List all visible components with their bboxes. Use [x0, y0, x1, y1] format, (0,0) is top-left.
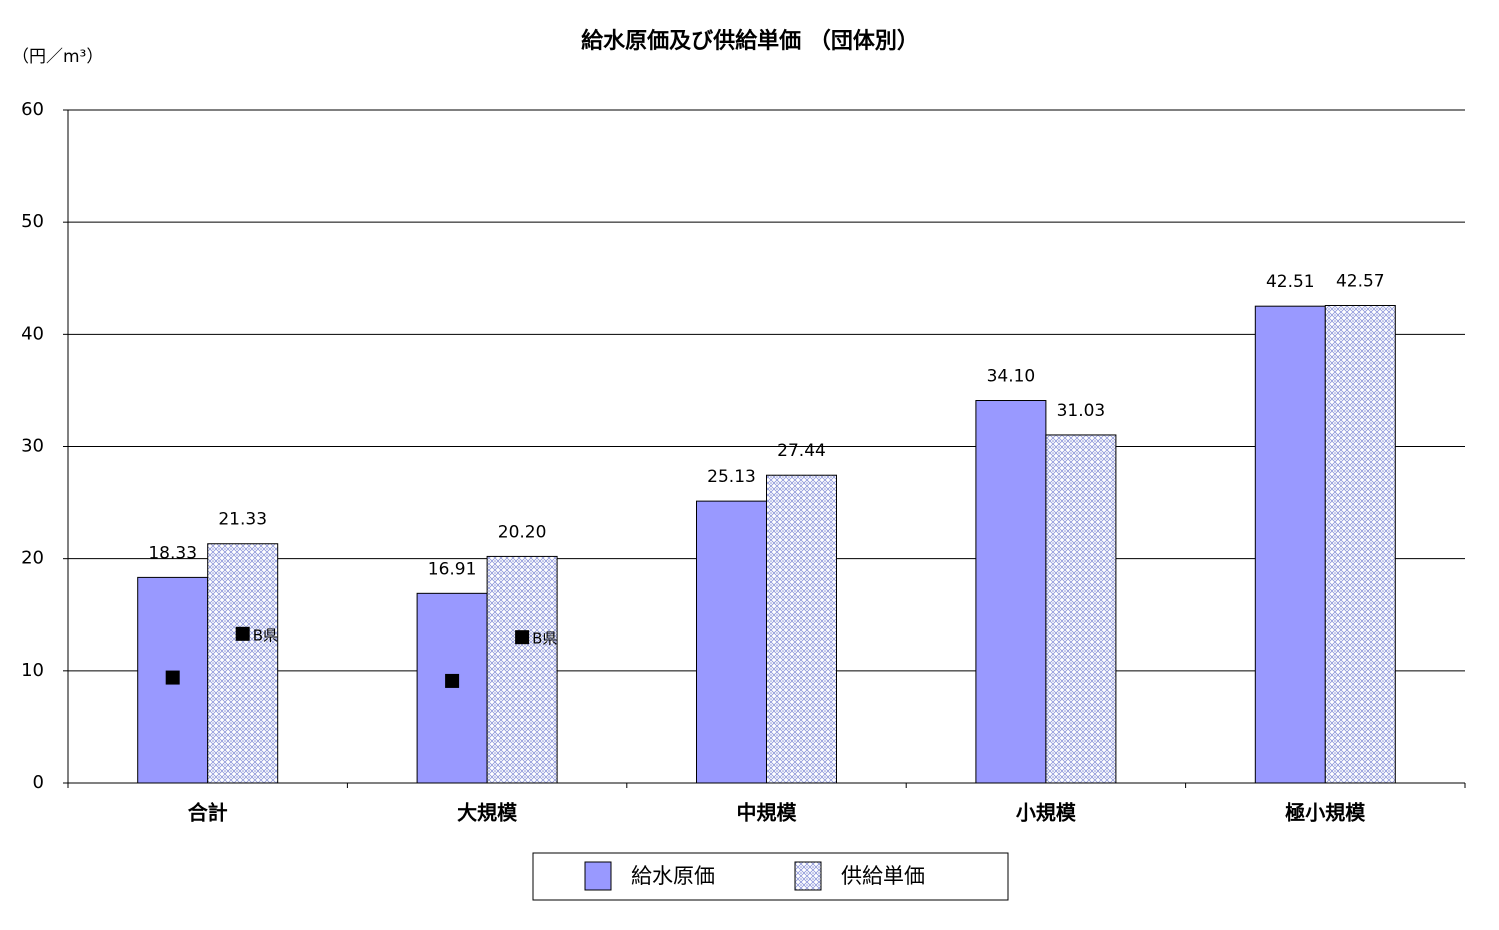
bar — [766, 474, 837, 784]
bar — [1324, 305, 1396, 784]
legend-swatch — [794, 861, 822, 891]
value-label: 25.13 — [707, 467, 756, 487]
y-tick-label: 10 — [21, 660, 44, 681]
y-tick-label: 30 — [21, 436, 44, 457]
marker — [235, 626, 250, 641]
marker — [445, 673, 460, 688]
value-label: 20.20 — [498, 522, 547, 542]
x-tick-label: 大規模 — [457, 801, 518, 825]
value-label: 16.91 — [428, 559, 477, 579]
y-tick-label: 60 — [21, 99, 44, 120]
bar — [416, 592, 488, 784]
value-label: 31.03 — [1057, 401, 1106, 421]
bar — [1045, 434, 1117, 784]
marker — [165, 670, 180, 685]
marker — [515, 630, 530, 645]
legend-label: 供給単価 — [841, 864, 925, 888]
bar — [696, 500, 767, 784]
x-tick-label: 極小規模 — [1284, 801, 1366, 825]
legend-swatch — [584, 861, 612, 891]
value-label: 18.33 — [148, 543, 197, 563]
legend-box — [532, 852, 1009, 901]
x-tick-label: 中規模 — [737, 801, 798, 825]
bar — [207, 543, 279, 784]
value-label: 34.10 — [987, 367, 1036, 387]
value-label: 42.57 — [1336, 272, 1385, 292]
y-tick-label: 0 — [33, 772, 44, 793]
legend-label: 給水原価 — [631, 864, 715, 888]
y-tick-label: 50 — [21, 211, 44, 232]
x-tick-label: 合計 — [188, 801, 228, 825]
marker-label: B県 — [532, 630, 557, 648]
y-tick-label: 40 — [21, 323, 44, 344]
value-label: 21.33 — [218, 510, 267, 530]
chart-title: 給水原価及び供給単価 （団体別） — [581, 28, 919, 54]
marker-label: B県 — [253, 626, 278, 644]
value-label: 27.44 — [777, 441, 826, 461]
bar — [975, 400, 1047, 784]
y-tick-label: 20 — [21, 548, 44, 569]
bar — [486, 555, 558, 784]
x-tick-label: 小規模 — [1016, 801, 1077, 825]
y-axis-label: （円／m³） — [12, 47, 103, 67]
value-label: 42.51 — [1266, 272, 1315, 292]
bar — [1254, 305, 1326, 784]
